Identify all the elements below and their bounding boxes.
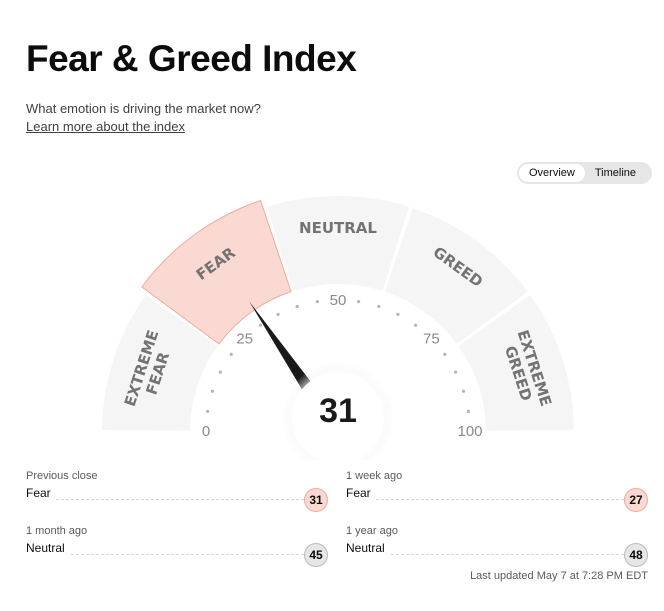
stat-one-month: 1 month ago Neutral 45 <box>26 525 328 569</box>
gauge-hub <box>292 372 384 460</box>
view-toggle: Overview Timeline <box>517 162 652 184</box>
gauge-dot <box>413 323 418 327</box>
learn-more-link[interactable]: Learn more about the index <box>26 119 185 134</box>
gauge-dot <box>258 323 263 327</box>
gauge-segment-label: NEUTRAL <box>299 219 377 237</box>
stat-value-badge: 31 <box>304 488 328 512</box>
stat-label: Previous close <box>26 470 98 482</box>
gauge-dot <box>210 389 215 393</box>
stat-value-badge: 27 <box>624 488 648 512</box>
gauge-dot <box>357 300 361 304</box>
timeline-tab[interactable]: Timeline <box>594 167 637 179</box>
stat-label: 1 week ago <box>346 470 403 482</box>
gauge-dot <box>315 300 319 304</box>
gauge-tick-label: 50 <box>330 292 347 309</box>
stat-rating: Neutral <box>26 541 69 555</box>
fear-greed-gauge: EXTREMEFEARFEARNEUTRALGREEDEXTREMEGREED … <box>102 196 574 460</box>
stat-rating: Neutral <box>346 541 389 555</box>
gauge-dot <box>295 304 299 309</box>
gauge-segment-neutral: NEUTRAL <box>267 196 409 291</box>
stat-divider <box>26 554 314 555</box>
page-subtitle: What emotion is driving the market now? <box>26 101 261 116</box>
overview-tab[interactable]: Overview <box>519 164 585 182</box>
gauge-value: 31 <box>319 392 357 430</box>
gauge-tick-label: 0 <box>202 423 210 440</box>
stat-label: 1 year ago <box>346 525 398 537</box>
last-updated: Last updated May 7 at 7:28 PM EDT <box>470 570 648 582</box>
stat-one-year: 1 year ago Neutral 48 <box>346 525 648 569</box>
gauge-tick-dots <box>206 300 470 413</box>
stat-previous-close: Previous close Fear 31 <box>26 470 328 514</box>
gauge-dot <box>461 389 466 393</box>
stat-value-badge: 48 <box>624 543 648 567</box>
gauge-dot <box>454 370 458 374</box>
gauge-tick-label: 100 <box>457 423 482 440</box>
gauge-segment-extreme-greed: EXTREMEGREED <box>458 294 574 431</box>
gauge-dot <box>396 312 400 316</box>
gauge-segment-greed: GREED <box>384 208 528 344</box>
stat-rating: Fear <box>26 486 55 500</box>
gauge-tick-label: 25 <box>236 331 253 348</box>
gauge-dot <box>276 312 280 316</box>
gauge-segment-extreme-fear: EXTREMEFEAR <box>102 294 218 431</box>
gauge-dot <box>218 370 222 374</box>
gauge-tick-label: 75 <box>423 331 440 348</box>
gauge-dot <box>443 352 447 357</box>
stat-divider <box>26 499 314 500</box>
stat-value-badge: 45 <box>304 543 328 567</box>
gauge-dot <box>377 304 381 309</box>
stat-divider <box>346 499 634 500</box>
gauge-segment-label: EXTREMEGREED <box>497 328 555 414</box>
gauge-dot <box>206 409 210 413</box>
stat-one-week: 1 week ago Fear 27 <box>346 470 648 514</box>
stat-divider <box>346 554 634 555</box>
gauge-dot <box>466 409 470 413</box>
gauge-dot <box>229 352 233 357</box>
stat-rating: Fear <box>346 486 375 500</box>
stat-label: 1 month ago <box>26 525 88 537</box>
page-title: Fear & Greed Index <box>26 38 357 79</box>
